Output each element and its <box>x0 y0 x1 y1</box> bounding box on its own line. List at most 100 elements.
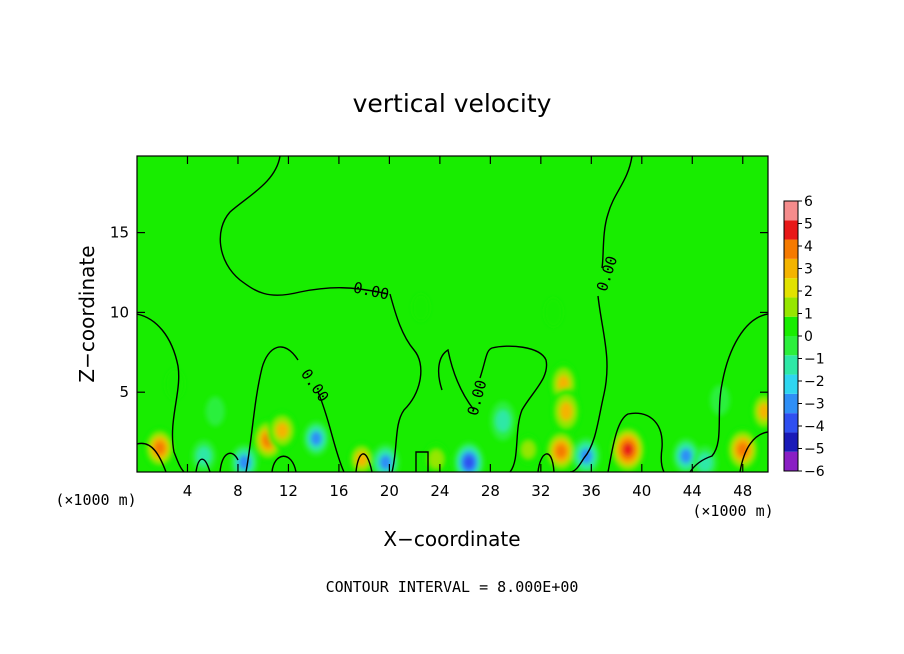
colorbar-swatch <box>784 201 798 221</box>
velocity-band <box>622 443 634 457</box>
velocity-band <box>521 441 535 459</box>
velocity-band <box>310 431 322 446</box>
colorbar-label: 2 <box>804 284 813 300</box>
x-axis-label: X−coordinate <box>383 527 520 551</box>
contour-line <box>245 346 299 472</box>
x-tick-label: 4 <box>183 482 193 500</box>
velocity-cell <box>371 444 400 472</box>
y-tick-label: 10 <box>110 303 129 321</box>
colorbar-swatch <box>784 374 798 394</box>
velocity-band <box>356 452 368 467</box>
velocity-cell <box>412 293 430 322</box>
contour-line <box>219 156 389 296</box>
velocity-cell <box>165 369 185 400</box>
x-tick-label: 44 <box>683 482 702 500</box>
velocity-band <box>412 293 430 322</box>
colorbar-label: 3 <box>804 262 813 278</box>
contour-line <box>437 348 475 411</box>
contour-line <box>137 442 167 472</box>
velocity-band <box>758 403 768 420</box>
velocity-band <box>544 297 563 327</box>
colorbar-swatch <box>784 413 798 433</box>
contour-line <box>607 412 665 472</box>
x-tick-label: 12 <box>279 482 298 500</box>
velocity-cell <box>551 387 581 435</box>
velocity-cell <box>490 401 516 441</box>
x-unit-right: (×1000 m) <box>692 502 773 520</box>
colorbar-label: 0 <box>804 329 813 345</box>
velocity-band <box>559 402 573 421</box>
velocity-band <box>205 396 225 427</box>
x-tick-label: 16 <box>329 482 348 500</box>
contour-line <box>355 453 373 472</box>
velocity-band <box>428 449 444 469</box>
plot-frame <box>136 155 769 473</box>
velocity-band <box>463 455 475 469</box>
colorbar-label: 1 <box>804 307 813 323</box>
colorbar-swatch <box>784 297 798 317</box>
velocity-cell <box>191 440 216 472</box>
colorbar-label: −6 <box>804 464 825 480</box>
y-tick-label: 15 <box>110 224 129 242</box>
contour-line <box>739 431 768 472</box>
velocity-cell <box>144 427 175 469</box>
x-tick-label: 8 <box>233 482 243 500</box>
y-axis-label: Z−coordinate <box>75 245 99 382</box>
x-tick-label: 28 <box>481 482 500 500</box>
contour-line <box>195 458 211 472</box>
colorbar-label: −5 <box>804 442 825 458</box>
velocity-cell <box>692 445 718 472</box>
colorbar-label: −4 <box>804 419 825 435</box>
velocity-band <box>154 441 165 455</box>
contour-line <box>317 391 345 472</box>
colorbar-label: 5 <box>804 217 813 233</box>
zero-contours <box>137 156 768 472</box>
colorbar-swatch <box>784 432 798 452</box>
x-axis-ticks: 4 8 12 16 20 24 28 32 36 40 44 48 <box>183 156 752 500</box>
colorbar-swatches <box>783 200 799 472</box>
contour-line <box>271 455 297 472</box>
colorbar-swatch <box>784 316 798 336</box>
velocity-cell <box>544 297 563 327</box>
x-tick-label: 48 <box>733 482 752 500</box>
colorbar-swatch <box>784 355 798 375</box>
colorbar-label: 6 <box>804 194 813 210</box>
contour-line <box>689 313 768 472</box>
colorbar-swatch <box>784 336 798 356</box>
velocity-band <box>275 422 289 439</box>
x-tick-label: 20 <box>380 482 399 500</box>
velocity-cell <box>205 396 225 427</box>
contour-interval-note: CONTOUR INTERVAL = 8.000E+00 <box>326 578 579 596</box>
colorbar-swatch <box>784 258 798 279</box>
contour-line <box>569 295 608 472</box>
contour-line <box>415 451 429 472</box>
contour-line <box>137 313 185 472</box>
y-axis-ticks: 5 10 15 <box>110 224 768 401</box>
colorbar-label: −3 <box>804 397 825 413</box>
velocity-cell <box>230 444 258 472</box>
colorbar-swatch <box>784 451 798 471</box>
velocity-band <box>680 448 692 464</box>
contour-line <box>479 345 548 472</box>
velocity-band <box>379 454 392 470</box>
contour-line <box>219 452 239 472</box>
y-tick-label: 5 <box>119 383 129 401</box>
x-tick-label: 40 <box>632 482 651 500</box>
velocity-band <box>495 410 511 432</box>
colorbar-label: 4 <box>804 239 813 255</box>
x-tick-label: 32 <box>531 482 550 500</box>
colorbar-swatch <box>784 393 798 414</box>
velocity-cell <box>545 429 577 472</box>
velocity-cell <box>726 427 760 472</box>
colorbar-labels: 6 5 4 3 2 1 0 −1 −2 −3 −4 −5 −6 <box>798 194 825 480</box>
velocity-cell <box>610 425 646 472</box>
contour-line <box>389 293 422 472</box>
colorbar: 6 5 4 3 2 1 0 −1 −2 −3 −4 −5 −6 <box>783 194 825 480</box>
field-background <box>137 156 768 472</box>
velocity-band <box>555 444 567 459</box>
x-tick-label: 36 <box>582 482 601 500</box>
velocity-cell <box>453 442 484 472</box>
velocity-cell <box>303 421 330 456</box>
contour-line <box>601 156 633 269</box>
